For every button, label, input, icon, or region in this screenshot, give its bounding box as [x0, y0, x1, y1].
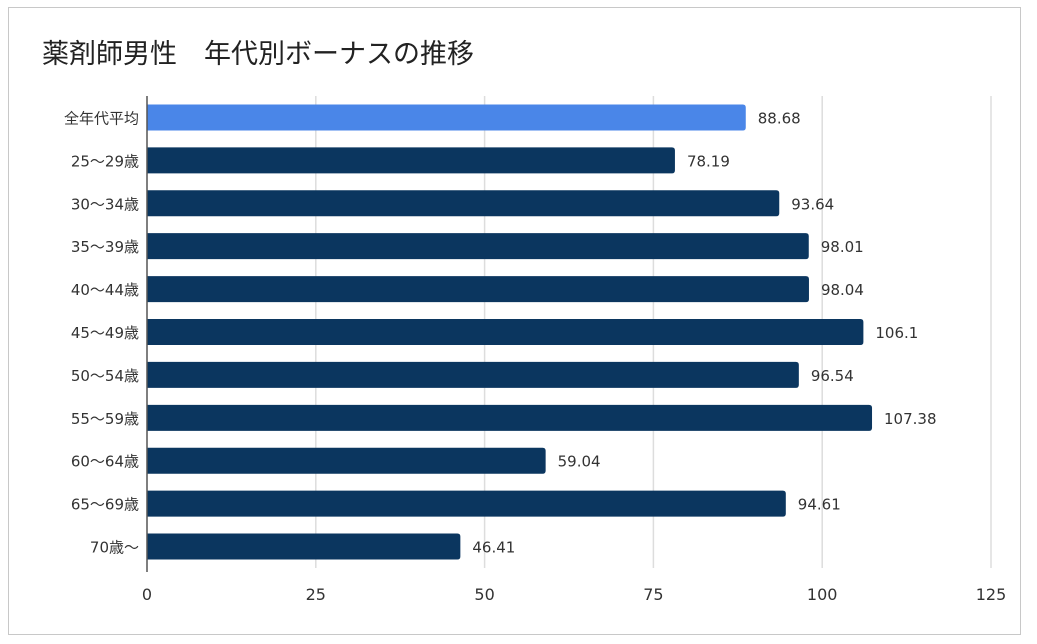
- bar: [147, 533, 461, 560]
- x-tick-label: 125: [976, 585, 1007, 604]
- data-label: 106.1: [875, 324, 918, 342]
- bar: [147, 319, 864, 345]
- data-label: 46.41: [472, 539, 515, 557]
- bar: [147, 104, 746, 131]
- x-tick-label: 100: [807, 585, 838, 604]
- data-label: 98.04: [821, 281, 864, 299]
- data-label: 94.61: [798, 496, 841, 514]
- category-label: 40～44歳: [71, 281, 139, 299]
- category-label: 25～29歳: [71, 152, 139, 170]
- chart-frame: [8, 7, 1021, 635]
- data-label: 98.01: [821, 238, 864, 256]
- category-label: 50～54歳: [71, 367, 139, 385]
- x-tick-label: 75: [643, 585, 663, 604]
- category-label: 55～59歳: [71, 410, 139, 428]
- bar: [147, 404, 873, 431]
- x-tick-label: 25: [306, 585, 326, 604]
- bar: [147, 276, 809, 303]
- bar: [147, 447, 546, 474]
- bar: [147, 490, 786, 517]
- chart-title: 薬剤師男性 年代別ボーナスの推移: [42, 39, 474, 70]
- data-label: 96.54: [811, 367, 854, 385]
- data-label: 59.04: [558, 453, 601, 471]
- data-label: 107.38: [884, 410, 937, 428]
- category-label: 65～69歳: [71, 496, 139, 514]
- category-label: 35～39歳: [71, 238, 139, 256]
- data-label: 93.64: [791, 195, 834, 213]
- data-label: 78.19: [687, 152, 730, 170]
- bar: [147, 190, 780, 217]
- data-label: 88.68: [758, 109, 801, 127]
- x-tick-label: 0: [142, 585, 152, 604]
- category-label: 70歳～: [90, 539, 139, 557]
- category-label: 30～34歳: [71, 195, 139, 213]
- category-label: 全年代平均: [64, 109, 139, 127]
- x-tick-label: 50: [474, 585, 494, 604]
- category-label: 45～49歳: [71, 324, 139, 342]
- category-label: 60～64歳: [71, 453, 139, 471]
- bar: [147, 233, 809, 260]
- bar: [147, 147, 675, 174]
- bar: [147, 361, 799, 388]
